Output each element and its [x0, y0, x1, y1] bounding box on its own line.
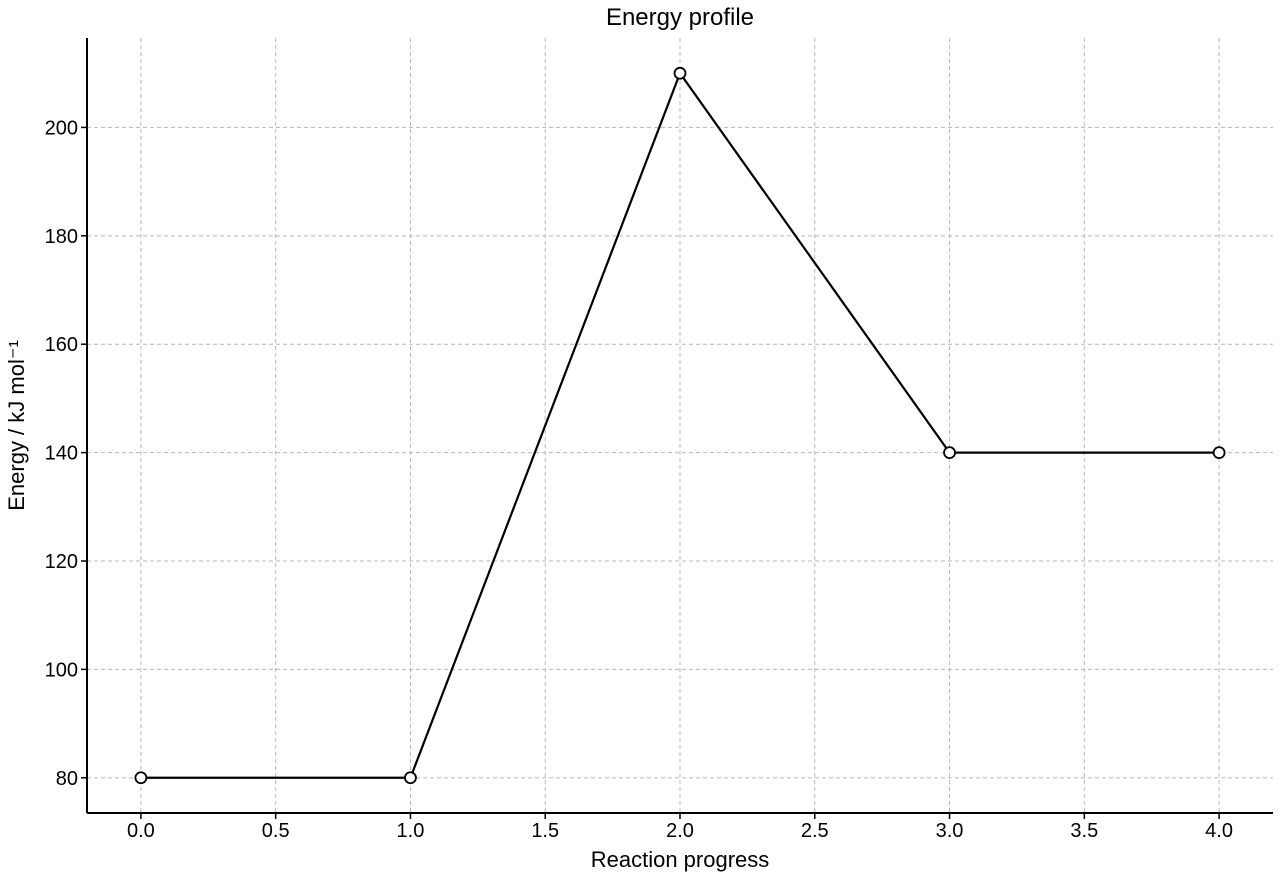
x-tick-label: 1.0	[397, 820, 425, 842]
x-tick-label: 1.5	[531, 820, 559, 842]
x-tick-label: 3.0	[936, 820, 964, 842]
y-tick-label: 200	[45, 117, 78, 139]
y-tick-label: 140	[45, 443, 78, 465]
y-tick-label: 120	[45, 551, 78, 573]
x-tick-label: 0.5	[262, 820, 290, 842]
x-axis-title: Reaction progress	[591, 847, 770, 872]
data-point	[943, 446, 956, 459]
data-point	[1212, 446, 1226, 459]
y-tick-label: 80	[56, 768, 78, 790]
series	[134, 66, 1226, 785]
x-tick-label: 3.5	[1070, 820, 1098, 842]
y-tick-label: 180	[45, 226, 78, 248]
ticks: 0.0 0.5 1.0 1.5 2.0 2.5 3.0 3.5 4.0 80 100 120 140 16…	[45, 117, 1233, 842]
chart-title: Energy profile	[606, 4, 754, 31]
y-tick-label: 160	[45, 334, 78, 356]
x-tick-label: 2.0	[666, 820, 694, 842]
data-point	[404, 771, 417, 785]
y-axis-title: Energy / kJ mol⁻¹	[4, 340, 29, 511]
data-point	[673, 66, 687, 80]
x-tick-label: 4.0	[1205, 820, 1233, 842]
grid	[87, 38, 1273, 813]
x-tick-label: 0.0	[127, 820, 155, 842]
data-point	[134, 771, 148, 785]
x-tick-label: 2.5	[801, 820, 829, 842]
y-tick-label: 100	[45, 659, 78, 681]
